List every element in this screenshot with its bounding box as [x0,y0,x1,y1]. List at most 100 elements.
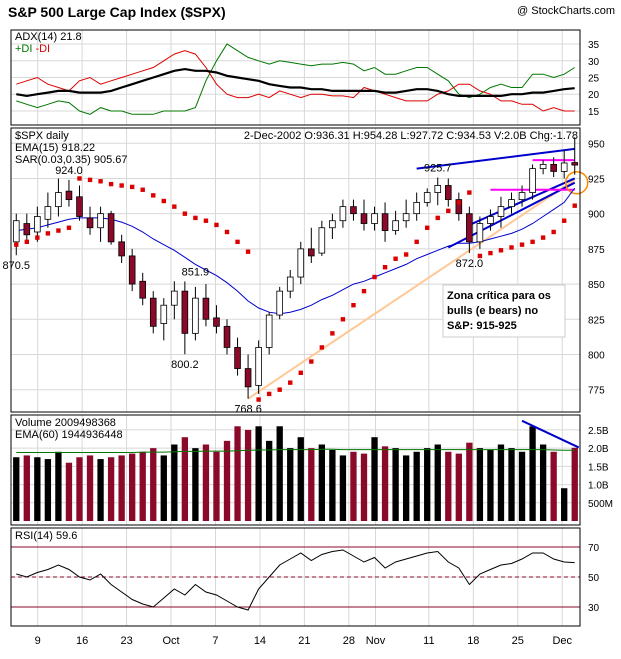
sar-dot [66,225,72,230]
adx-legend: ADX(14) 21.8 [15,31,82,43]
volume-bar [118,455,125,521]
sar-dot [214,222,219,228]
candle-down [466,213,473,243]
volume-bar [297,437,304,521]
sar-dot [477,253,483,259]
volume-bar [360,453,368,521]
candle-up [560,162,568,172]
adx-y-tick-label: 15 [588,107,600,118]
volume-bar [23,455,30,521]
candle-down [128,255,136,285]
rsi-legend: RSI(14) 59.6 [15,530,77,542]
adx-y-tick-label: 25 [588,74,600,85]
sar-dot [56,228,61,233]
note-line: Zona crítica para os [447,290,551,302]
candle-up [339,206,347,222]
sar-dot [203,218,209,223]
candle-up [318,227,326,254]
volume-bar [550,451,557,521]
price-legend: $SPX daily [15,130,69,142]
volume-bar [350,451,357,521]
sar-dot [235,239,240,245]
ema-legend: EMA(15) 918.22 [15,142,95,154]
price-info-line: 2-Dec-2002 O:936.31 H:954.28 L:927.72 C:… [244,130,578,142]
sar-dot [14,242,19,247]
candle-up [12,220,20,243]
sar-dot [224,229,230,235]
price-annotation: 924.0 [55,165,83,177]
sar-dot [498,248,504,253]
x-tick-label: 9 [35,635,41,647]
x-tick-label: 28 [343,635,355,647]
price-y-tick-label: 900 [588,210,605,221]
volume-bar [287,448,294,521]
plus-di-line [16,43,575,115]
vol-y-tick-label: 2.0B [588,444,609,455]
sar-dot [519,242,525,247]
volume-bar [466,442,473,521]
x-tick-label: 18 [467,635,479,647]
minus-di-legend: -DI [35,43,50,55]
candle-up [160,304,168,324]
sar-dot [277,387,282,392]
candle-up [371,213,378,224]
price-annotation: 851.9 [182,266,210,278]
sar-dot [87,177,93,183]
candle-up [423,192,431,203]
volume-bar [129,453,136,521]
adx-y-tick-label: 35 [588,40,600,51]
volume-bar [424,448,431,521]
volume-bar [97,459,104,521]
volume-bar [413,451,420,521]
sar-dot [119,183,124,188]
candle-down [308,248,315,257]
volume-bar [561,488,568,521]
volume-bar [308,448,315,521]
volume-bar [402,455,410,521]
plus-di-legend: +DI [15,43,32,55]
volume-bar [571,447,578,521]
x-tick-label: 16 [76,635,88,647]
volume-bar [150,448,157,521]
volume-bar [107,457,115,521]
volume-ema-legend: EMA(60) 1944936448 [15,429,123,441]
sar-dot [182,211,188,216]
candle-down [223,325,231,348]
sar-dot [372,274,377,280]
candle-up [487,216,494,224]
x-tick-label: Dec [552,635,572,647]
volume-bar [202,444,210,521]
candle-down [350,206,357,215]
x-tick-label: 25 [512,635,524,647]
vol-y-tick-label: 500M [588,499,613,510]
sar-dot [98,179,103,184]
sar-dot [24,239,30,245]
rsi-y-tick-label: 70 [588,543,600,554]
volume-bar [508,448,515,521]
candle-up [171,290,178,306]
volume-bar [455,453,462,521]
sar-dot [77,176,82,181]
candle-up [508,199,515,208]
candle-up [55,192,62,208]
adx-line [16,67,575,98]
sar-dot [108,181,114,187]
volume-bar [223,440,231,521]
volume-bar [44,459,52,521]
sar-dot [266,391,272,397]
sar-dot [45,231,51,236]
volume-bar [529,426,536,521]
price-y-tick-label: 925 [588,174,605,185]
rsi-panel-frame [10,527,581,627]
candle-up [402,213,410,222]
di-legend: +DI -DI [15,43,50,55]
sar-dot [572,203,577,208]
volume-bar [76,457,83,521]
price-annotation: 800.2 [171,359,199,371]
x-tick-label: 14 [254,635,266,647]
sar-dot [435,215,440,221]
volume-ema-line [16,448,575,453]
rsi-y-tick-label: 30 [588,603,600,614]
sar-dot [35,235,40,240]
